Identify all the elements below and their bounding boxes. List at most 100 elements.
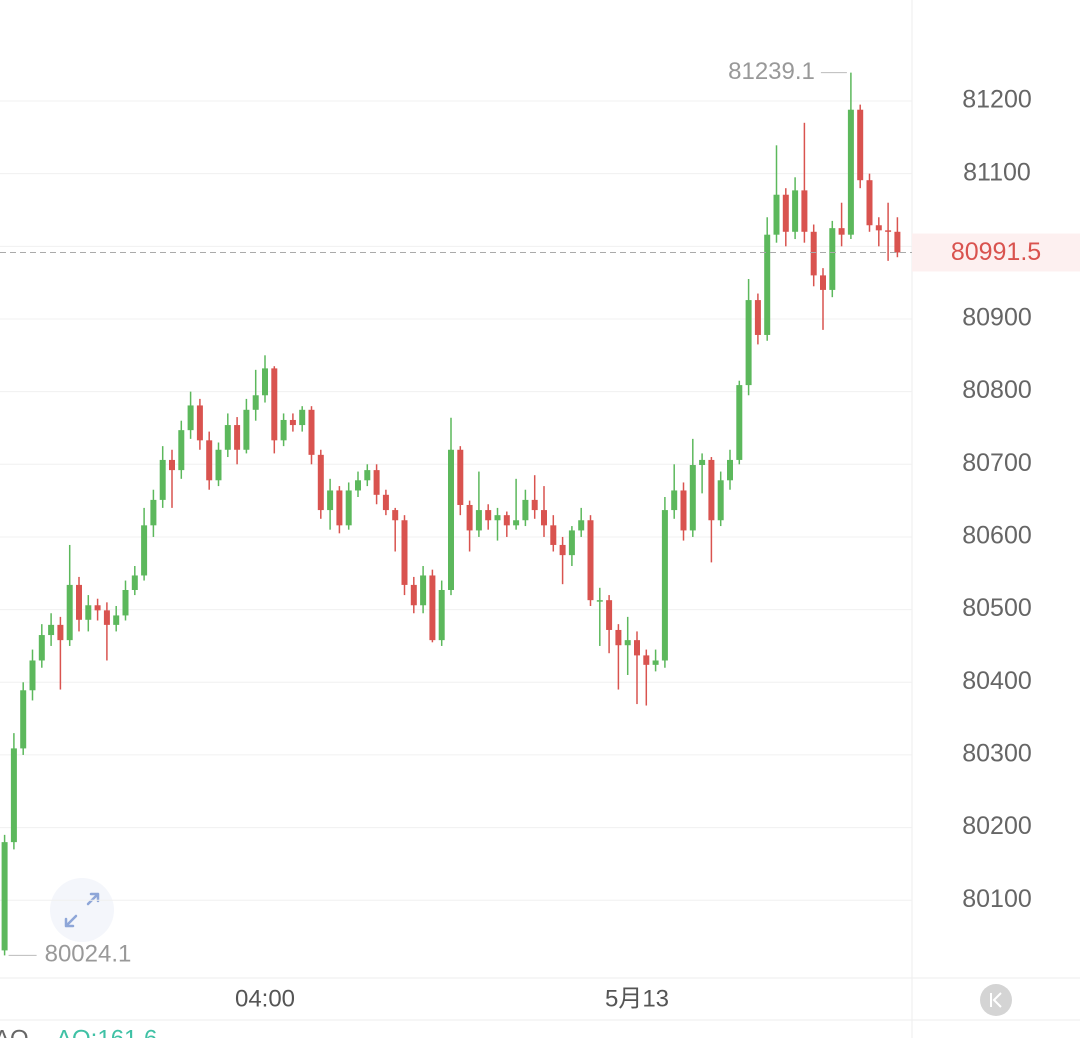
candle-body — [252, 395, 259, 410]
candle-body — [448, 449, 454, 590]
candle-body — [457, 449, 464, 505]
scroll-latest-icon[interactable] — [990, 992, 1002, 1008]
candle-body — [643, 655, 650, 665]
candle-body — [689, 465, 696, 531]
y-tick-label: 80300 — [962, 740, 1032, 768]
candle-body — [420, 575, 427, 606]
candle-body — [271, 368, 278, 441]
candle-body — [717, 480, 724, 521]
candle-body — [485, 510, 492, 521]
last-price-label: 80991.5 — [951, 238, 1041, 266]
y-tick-label: 80900 — [962, 304, 1032, 332]
candle-body — [364, 470, 371, 481]
candle-body — [680, 490, 687, 531]
candle-body — [224, 425, 231, 450]
candle-body — [466, 504, 473, 531]
candle-body — [317, 454, 324, 511]
candle-body — [866, 180, 873, 226]
candle-body — [661, 510, 668, 661]
indicator-name: AQ — [0, 1025, 29, 1038]
scroll-latest-button[interactable] — [980, 984, 1012, 1016]
candle-body — [262, 368, 268, 396]
y-tick-label: 81100 — [963, 158, 1031, 186]
candle-body — [308, 409, 315, 455]
candle-body — [801, 190, 808, 232]
candle-body — [48, 624, 55, 636]
candle-body — [150, 499, 157, 526]
candle-body — [522, 499, 529, 521]
expand-button[interactable] — [50, 878, 114, 942]
candle-body — [234, 425, 241, 450]
candle-body — [336, 490, 343, 526]
expand-icon[interactable] — [64, 892, 100, 928]
candle-body — [299, 409, 306, 426]
candle-body — [587, 520, 594, 601]
candle-body — [754, 300, 761, 335]
candle-body — [66, 584, 73, 641]
y-tick-label: 80800 — [962, 376, 1032, 404]
x-tick-label: 5月13 — [605, 985, 669, 1012]
candle-body — [708, 459, 715, 521]
candle-body — [169, 459, 175, 471]
candle-body — [438, 589, 445, 641]
min-label: 80024.1 — [45, 941, 132, 968]
grid — [0, 100, 912, 901]
candle-body — [141, 525, 148, 576]
candle-body — [382, 494, 389, 511]
candle-body — [615, 629, 622, 646]
candle-body — [215, 449, 222, 481]
candle-body — [773, 194, 780, 235]
candle-body — [280, 419, 287, 441]
candle-body — [838, 228, 845, 235]
candle-body — [410, 584, 417, 606]
y-tick-label: 80400 — [962, 667, 1032, 695]
y-tick-label: 80200 — [962, 812, 1032, 840]
candle-body — [122, 589, 129, 616]
candle-body — [187, 405, 194, 431]
candle-body — [671, 490, 678, 511]
candle-body — [727, 459, 733, 481]
y-tick-label: 80600 — [962, 522, 1032, 550]
candle-body — [38, 635, 45, 661]
candle-body — [810, 231, 817, 276]
candle-body — [847, 109, 854, 235]
candle-body — [541, 510, 547, 526]
candle-body — [1, 842, 8, 951]
candle-body — [429, 575, 436, 641]
candle-body — [596, 600, 603, 602]
candle-body — [624, 640, 631, 646]
x-tick-label: 04:00 — [235, 985, 295, 1012]
candle-body — [243, 409, 250, 450]
y-tick-label: 80700 — [962, 449, 1032, 477]
expand-button-bg[interactable] — [50, 878, 114, 942]
candle-body — [159, 459, 166, 500]
candle-body — [494, 515, 501, 521]
candle-body — [373, 470, 380, 495]
candle-body — [113, 615, 120, 625]
candle-body — [736, 385, 743, 460]
y-tick-label: 80100 — [962, 885, 1032, 913]
last-price-bg — [912, 233, 1080, 272]
candle-body — [503, 515, 510, 526]
candle-body — [894, 231, 901, 253]
candle-body — [401, 520, 408, 585]
candle-body — [178, 430, 185, 471]
candle-body — [85, 605, 92, 620]
candle-body — [820, 275, 826, 290]
candle-body — [885, 230, 892, 232]
candle-body — [103, 610, 110, 625]
indicator-value: AQ:161.6 — [56, 1025, 157, 1038]
candle-body — [345, 490, 352, 526]
candles — [1, 72, 901, 956]
candle-body — [196, 405, 203, 441]
candle-body — [327, 490, 334, 511]
candle-body — [76, 584, 82, 620]
candle-body — [857, 109, 864, 181]
candle-body — [559, 544, 566, 556]
candle-body — [531, 499, 538, 511]
scroll-latest-bg[interactable] — [980, 984, 1012, 1016]
candle-body — [475, 510, 482, 531]
candle-body — [606, 600, 613, 630]
